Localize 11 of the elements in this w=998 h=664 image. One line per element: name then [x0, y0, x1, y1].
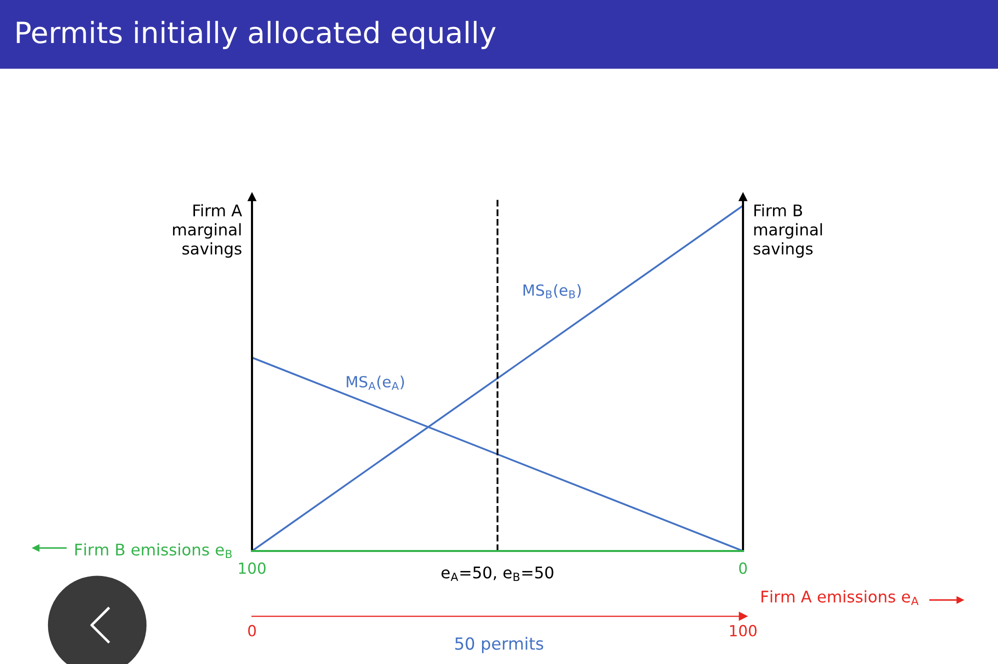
series-label: MS$_{B}$(e$_{B}$) [524, 284, 581, 298]
x2-axis-title: Firm B emissions e$_{B}$ [75, 543, 232, 558]
ref-line-label: e$_{A}$=50, e$_{B}$=50 [442, 566, 554, 581]
series-label: MS$_{A}$(e$_{A}$) [346, 376, 404, 390]
x2-tick-label: 100 [239, 562, 266, 574]
text: 50 permits [455, 636, 544, 654]
chart-title: Permits initially allocated equally [16, 20, 496, 50]
x-axis-title: Firm A emissions e$_{A}$ [762, 590, 919, 606]
x2-tick-label: 0 [739, 562, 747, 574]
y-axis-title: Firm A marginal savings [173, 204, 242, 258]
y2-axis-title: Firm B marginal savings [754, 204, 822, 258]
